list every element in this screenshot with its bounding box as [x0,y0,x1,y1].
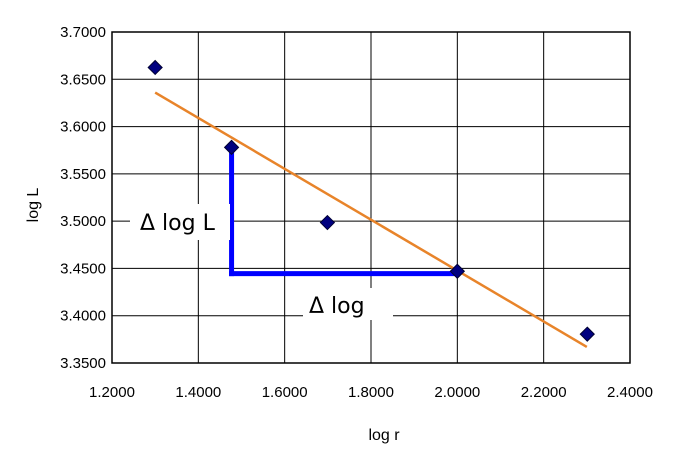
x-tick-label: 1.2000 [89,384,135,401]
y-tick-label: 3.6500 [60,71,106,88]
trendline [154,91,588,348]
y-tick-label: 3.5000 [60,213,106,230]
data-point [147,59,163,76]
x-axis-title: log r [368,427,400,444]
x-tick-label: 2.2000 [521,384,567,401]
y-tick-label: 3.7000 [60,24,106,41]
x-tick-label: 1.4000 [175,384,221,401]
y-tick-label: 3.6000 [60,119,106,136]
y-tick-label: 3.3500 [60,355,106,372]
y-axis-title: log L [25,188,42,223]
data-point [449,263,466,279]
y-tick-label: 3.4500 [60,260,106,277]
plot-frame [111,31,631,364]
data-point [579,326,595,342]
tick-labels: 1.2000 1.4000 1.6000 1.8000 2.0000 2.2000 2.40… [60,24,653,401]
x-tick-label: 1.6000 [262,384,308,401]
y-tick-label: 3.5500 [60,166,106,183]
x-tick-label: 1.8000 [348,384,394,401]
annotation-background-delta-log-l [130,204,230,240]
x-tick-label: 2.4000 [607,384,653,401]
slope-triangle [229,144,460,277]
y-tick-label: 3.4000 [60,308,106,325]
x-tick-label: 2.0000 [434,384,480,401]
annotation-delta-log-l: Δ log L [140,211,216,236]
data-points [147,59,595,342]
annotation-delta-log: Δ log [309,294,365,319]
data-point [223,139,240,156]
annotation-background-delta-log [303,288,393,320]
data-point [319,214,336,231]
